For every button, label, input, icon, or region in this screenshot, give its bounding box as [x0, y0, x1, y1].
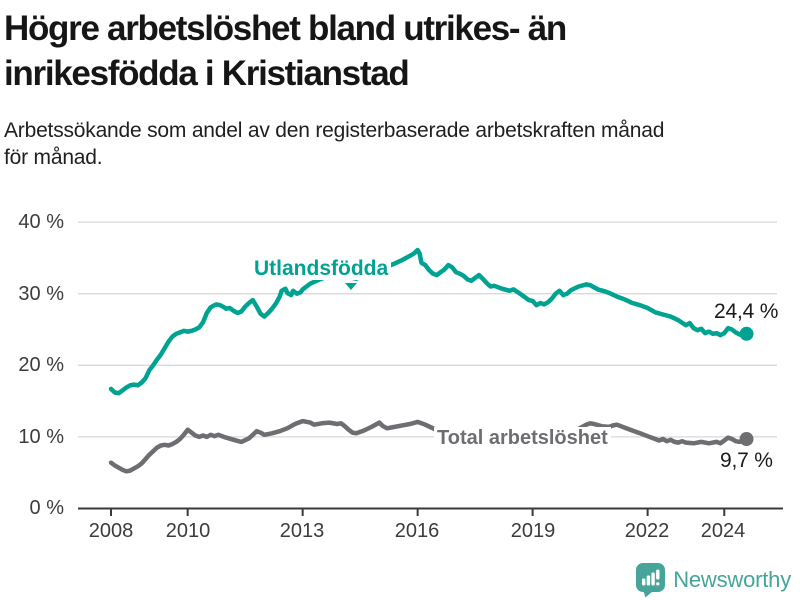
series-label-total: Total arbetslöshet — [434, 427, 611, 450]
utlandsfodda-end-dot — [739, 326, 754, 341]
newsworthy-logo-chart-bubble-icon — [636, 563, 666, 598]
label-pointer-down-icon — [345, 283, 357, 290]
x-axis-label-2022: 2022 — [624, 520, 670, 542]
x-axis-label-2019: 2019 — [510, 520, 556, 542]
total-line — [108, 418, 749, 474]
y-axis-label-40: 40 % — [18, 211, 64, 233]
x-axis-tick-marks — [110, 508, 726, 516]
x-axis-label-2024: 2024 — [700, 520, 746, 542]
y-axis-label-20: 20 % — [18, 354, 64, 376]
newsworthy-logo: Newsworthy — [635, 562, 791, 598]
end-value-label-total: 9,7 % — [720, 449, 773, 472]
y-axis-label-10: 10 % — [18, 426, 64, 448]
page-title-line-1: Högre arbetslöshet bland utrikes- än — [4, 9, 567, 48]
y-axis-label-0: 0 % — [29, 497, 64, 519]
end-value-label-utlandsfodda: 24,4 % — [714, 300, 779, 323]
x-axis-label-2010: 2010 — [165, 520, 211, 542]
series-label-utlandsfodda: Utlandsfödda — [251, 257, 392, 280]
x-axis-label-2008: 2008 — [88, 520, 134, 542]
page-title: Högre arbetslöshet bland utrikes- än inr… — [4, 6, 724, 96]
page-title-line-2: inrikesfödda i Kristianstad — [4, 54, 410, 93]
utlandsfodda-line — [108, 247, 749, 396]
x-axis-label-2013: 2013 — [279, 520, 325, 542]
page-subtitle: Arbetssökande som andel av den registerb… — [4, 117, 774, 171]
total-end-dot — [739, 432, 754, 447]
y-axis-label-30: 30 % — [18, 283, 64, 305]
x-axis-label-2016: 2016 — [394, 520, 440, 542]
gridlines — [78, 221, 777, 438]
page-subtitle-line-2: för månad. — [4, 146, 103, 169]
newsworthy-logo-text: Newsworthy — [673, 567, 791, 592]
page-subtitle-line-1: Arbetssökande som andel av den registerb… — [4, 119, 665, 142]
